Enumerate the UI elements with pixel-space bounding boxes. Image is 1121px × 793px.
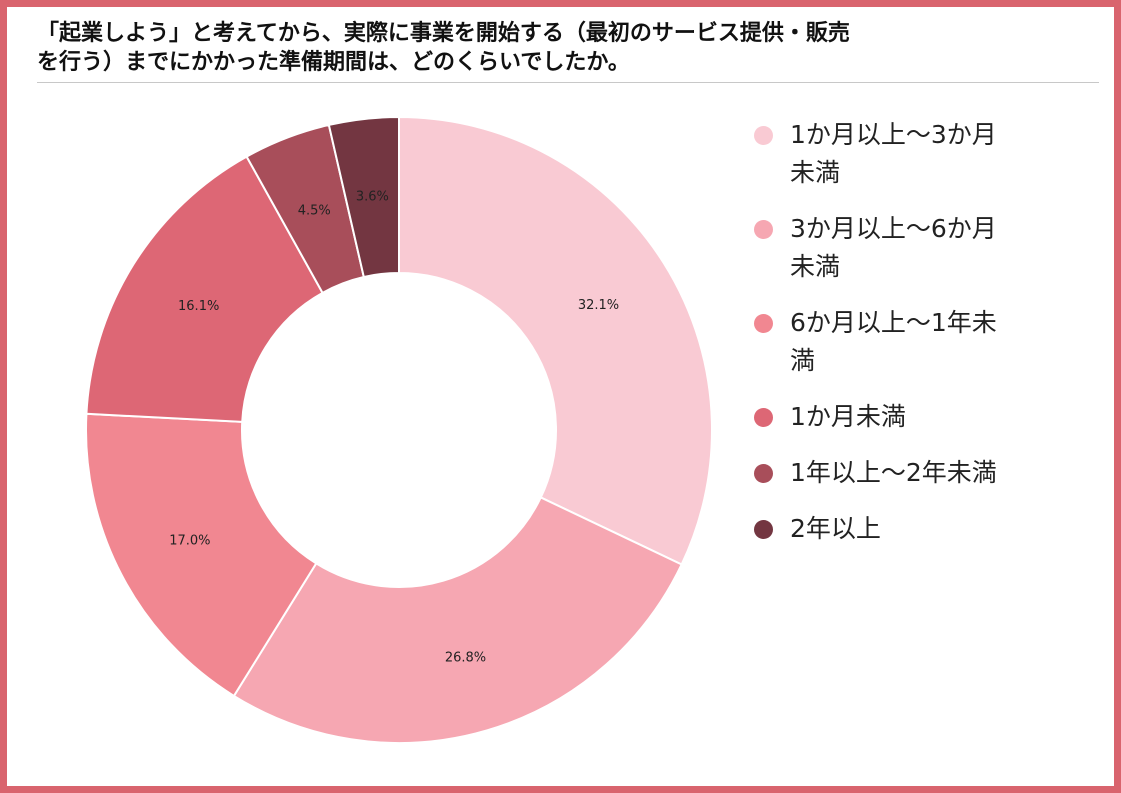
data-label-1: 32.1%: [578, 298, 619, 313]
legend-item-6: 2年以上: [748, 510, 1015, 548]
legend-item-3: 6か月以上～1年未満: [748, 304, 1015, 380]
chart-title-line-1: 「起業しよう」と考えてから、実際に事業を開始する（最初のサービス提供・販売: [37, 21, 850, 46]
data-label-3: 17.0%: [169, 533, 210, 548]
legend-swatch-6: [754, 520, 773, 539]
legend-swatch-1: [754, 126, 773, 145]
legend-label-3: 6か月以上～1年未満: [790, 308, 997, 375]
chart-legend: 1か月以上～3か月未満 3か月以上～6か月未満 6か月以上～1年未満 1か月未満 1年以…: [748, 116, 1038, 566]
legend-swatch-3: [754, 314, 773, 333]
data-label-6: 3.6%: [356, 190, 389, 205]
donut-slice-3: [85, 412, 318, 698]
data-label-4: 16.1%: [178, 299, 219, 314]
chart-title: 「起業しよう」と考えてから、実際に事業を開始する（最初のサービス提供・販売 を行…: [37, 19, 1087, 77]
donut-slice-4: [85, 155, 324, 423]
legend-label-4: 1か月未満: [790, 402, 906, 431]
donut-slice-6: [327, 115, 400, 279]
chart-title-line-2: を行う）までにかかった準備期間は、どのくらいでしたか。: [37, 50, 630, 75]
legend-swatch-2: [754, 220, 773, 239]
legend-item-1: 1か月以上～3か月未満: [748, 116, 1015, 192]
legend-item-4: 1か月未満: [748, 398, 1015, 436]
legend-swatch-5: [754, 464, 773, 483]
data-label-2: 26.8%: [445, 650, 486, 665]
donut-slice-2: [232, 496, 683, 744]
data-label-5: 4.5%: [298, 204, 331, 219]
donut-slice-1: [398, 115, 713, 566]
legend-item-5: 1年以上～2年未満: [748, 454, 1015, 492]
legend-label-5: 1年以上～2年未満: [790, 458, 997, 487]
title-divider: [37, 82, 1099, 83]
legend-label-1: 1か月以上～3か月未満: [790, 120, 997, 187]
legend-item-2: 3か月以上～6か月未満: [748, 210, 1015, 286]
legend-swatch-4: [754, 408, 773, 427]
legend-label-2: 3か月以上～6か月未満: [790, 214, 997, 281]
legend-label-6: 2年以上: [790, 514, 881, 543]
